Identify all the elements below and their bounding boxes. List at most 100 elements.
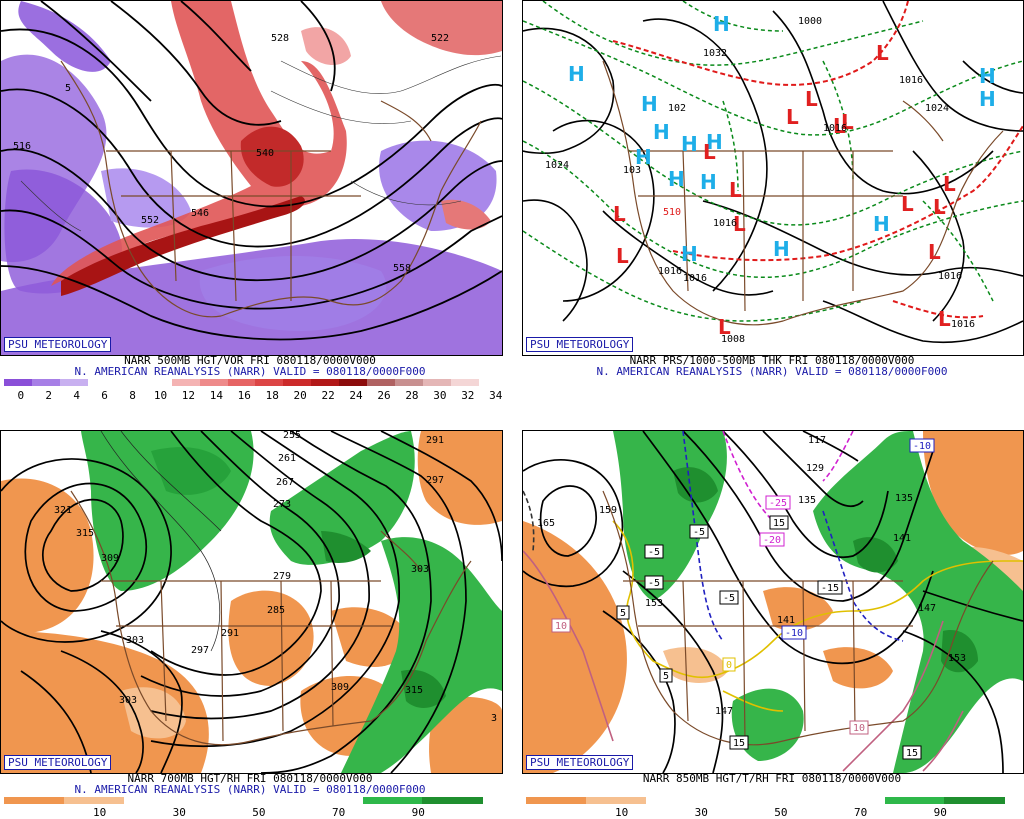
temperature-label: -10 [781, 625, 807, 640]
isobar-label: 1016 [951, 319, 975, 330]
high-pressure-marker: H [668, 167, 685, 191]
isobar-label: 102 [668, 103, 686, 114]
colorbar-segment [123, 797, 184, 804]
colorbar-segment [765, 797, 826, 804]
low-pressure-marker: L [928, 240, 941, 264]
panel-title-line1: NARR 500MB HGT/VOR FRI 080118/0000V000 [124, 354, 376, 367]
temperature-label: -5 [689, 524, 709, 539]
colorbar-segment [59, 379, 89, 386]
colorbar-tick-label: 28 [405, 389, 419, 402]
svg-text:15: 15 [906, 748, 918, 759]
temperature-label: 15 [769, 515, 789, 530]
colorbar-ticks: 10 30 50 70 90 [526, 806, 1004, 819]
temperature-label: -5 [719, 590, 739, 605]
panel-700mb: 321 315 309 303 297 291 285 279 273 267 … [0, 430, 505, 819]
colorbar-segment [944, 797, 1005, 804]
svg-text:5: 5 [663, 671, 669, 682]
low-pressure-marker: L [876, 41, 889, 65]
map-500mb: 528 540 552 558 516 522 5 546 PSU METEOR… [0, 0, 503, 356]
thickness-label: 510 [663, 207, 681, 218]
contour-label: 285 [267, 605, 285, 616]
low-pressure-marker: L [841, 110, 854, 134]
isobar-label: 1016 [823, 123, 847, 134]
map-700mb: 321 315 309 303 297 291 285 279 273 267 … [0, 430, 503, 774]
high-pressure-marker: H [681, 242, 698, 266]
contour-label: 297 [191, 645, 209, 656]
contour-label: 297 [426, 475, 444, 486]
svg-text:-10: -10 [913, 441, 931, 452]
low-pressure-marker: L [729, 178, 742, 202]
colorbar-tick-label: 2 [45, 389, 53, 402]
low-pressure-marker: L [901, 192, 914, 216]
contour-label: 552 [141, 215, 159, 226]
colorbar-tick-label: 4 [73, 389, 80, 402]
svg-text:15: 15 [733, 738, 745, 749]
high-pressure-marker: H [653, 120, 670, 144]
isobar-label: 1008 [721, 334, 745, 345]
panel-850mb: 165 159 153 147 141 135 129 117 153 147 … [522, 430, 1024, 819]
contour-label: 309 [101, 553, 119, 564]
colorbar-segment [362, 797, 423, 804]
svg-text:5: 5 [620, 608, 626, 619]
high-pressure-marker: H [773, 237, 790, 261]
isobar-label: 1016 [899, 75, 923, 86]
colorbar-segment [395, 379, 424, 386]
colorbar-ticks: 0 2 4 6 8 10 12 14 16 18 20 22 24 26 28 30 32 34 [4, 389, 502, 403]
temperature-label: -5 [644, 544, 664, 559]
colorbar-tick-label: 18 [265, 389, 279, 402]
high-pressure-marker: H [635, 145, 652, 169]
temperature-label: 5 [659, 668, 673, 683]
temperature-label: 10 [551, 618, 571, 633]
contour-label: 540 [256, 148, 274, 159]
colorbar-segment [4, 379, 33, 386]
high-pressure-marker: H [700, 170, 717, 194]
psu-meteorology-label: PSU METEOROLOGY [526, 337, 634, 352]
svg-text:10: 10 [555, 621, 567, 632]
colorbar-segment [824, 797, 885, 804]
colorbar-segment [171, 379, 201, 386]
low-pressure-marker: L [733, 212, 746, 236]
low-pressure-marker: L [786, 105, 799, 129]
panel-title-line2: N. AMERICAN REANALYSIS (NARR) VALID = 08… [596, 365, 948, 378]
contour-label: 129 [806, 463, 824, 474]
colorbar-segment [31, 379, 61, 386]
contour-label: 147 [918, 603, 936, 614]
vorticity-map: 528 540 552 558 516 522 5 546 [1, 1, 502, 355]
contour-label: 3 [491, 713, 497, 724]
temperature-label: 15 [902, 745, 922, 760]
colorbar-tick-label: 16 [237, 389, 251, 402]
contour-label: 147 [715, 706, 733, 717]
colorbar-tick-label: 50 [252, 806, 266, 819]
colorbar-tick-label: 30 [694, 806, 708, 819]
psu-meteorology-label: PSU METEOROLOGY [526, 755, 634, 770]
isobar-label: 1016 [938, 271, 962, 282]
contour-label: 135 [798, 495, 816, 506]
colorbar-tick-label: 30 [172, 806, 186, 819]
colorbar-segment [884, 797, 945, 804]
psu-meteorology-label: PSU METEOROLOGY [4, 337, 112, 352]
colorbar-tick-label: 8 [129, 389, 136, 402]
colorbar-segment [585, 797, 646, 804]
colorbar-segment [227, 379, 256, 386]
low-pressure-marker: L [943, 172, 956, 196]
contour-label: 546 [191, 208, 209, 219]
low-pressure-marker: L [938, 307, 951, 331]
panel-title-line1: NARR 700MB HGT/RH FRI 080118/0000V000 [127, 772, 373, 785]
contour-label: 267 [276, 477, 294, 488]
temperature-label: -15 [817, 580, 843, 595]
svg-text:10: 10 [853, 723, 865, 734]
colorbar-segment [423, 379, 452, 386]
colorbar-tick-label: 50 [774, 806, 788, 819]
contour-label: 321 [54, 505, 72, 516]
high-pressure-marker: H [713, 12, 730, 36]
isobar-label: 1032 [703, 48, 727, 59]
colorbar-segment [243, 797, 304, 804]
colorbar-segment [302, 797, 363, 804]
contour-label: 141 [893, 533, 911, 544]
colorbar-segment [115, 379, 145, 386]
contour-label: 273 [273, 499, 291, 510]
temperature-label: -5 [644, 575, 664, 590]
contour-label: 165 [537, 518, 555, 529]
